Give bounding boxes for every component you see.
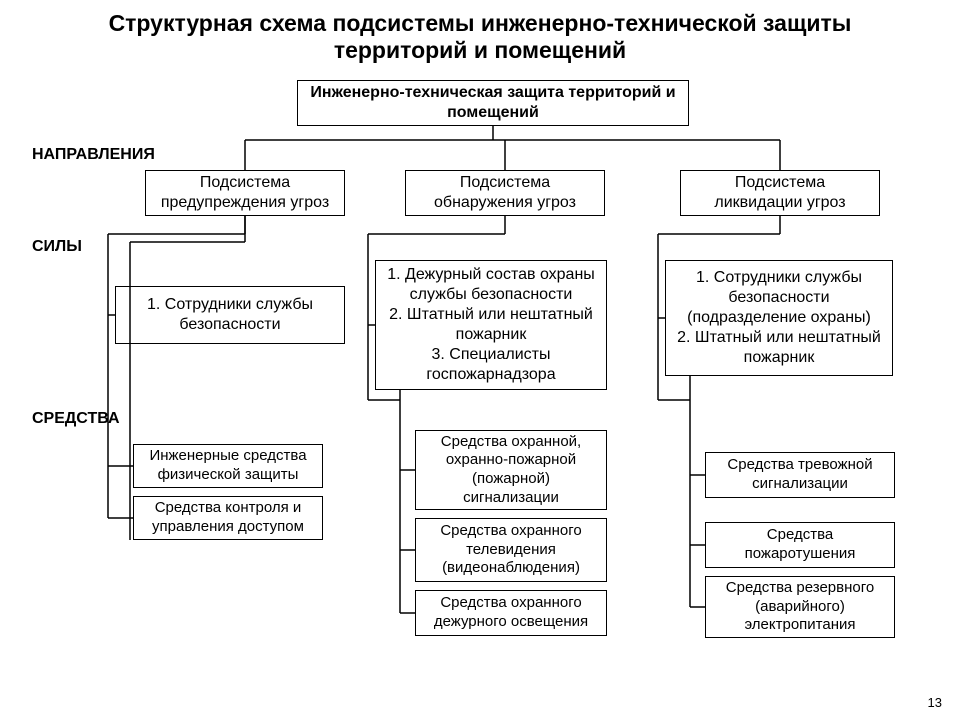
means-center-1-text: Средства охранного телевидения (видеонаб… bbox=[424, 522, 598, 578]
means-center-1: Средства охранного телевидения (видеонаб… bbox=[415, 518, 607, 582]
label-directions: НАПРАВЛЕНИЯ bbox=[32, 146, 155, 164]
means-right-2: Средства резервного (аварийного) электро… bbox=[705, 576, 895, 638]
means-right-0-text: Средства тревожной сигнализации bbox=[714, 456, 886, 494]
subsystem-right-text: Подсистема ликвидации угроз bbox=[689, 173, 871, 213]
means-left-0: Инженерные средства физической защиты bbox=[133, 444, 323, 488]
page-title-line2: территорий и помещений bbox=[0, 37, 960, 64]
label-means: СРЕДСТВА bbox=[32, 410, 120, 428]
means-right-1: Средства пожаротушения bbox=[705, 522, 895, 568]
forces-right-text: 1. Сотрудники службы безопасности (подра… bbox=[674, 268, 884, 368]
means-center-0: Средства охранной, охранно-пожарной (пож… bbox=[415, 430, 607, 510]
forces-right: 1. Сотрудники службы безопасности (подра… bbox=[665, 260, 893, 376]
means-left-1: Средства контроля и управления доступом bbox=[133, 496, 323, 540]
subsystem-center-text: Подсистема обнаружения угроз bbox=[414, 173, 596, 213]
means-right-2-text: Средства резервного (аварийного) электро… bbox=[714, 579, 886, 635]
forces-center: 1. Дежурный состав охраны службы безопас… bbox=[375, 260, 607, 390]
label-forces: СИЛЫ bbox=[32, 238, 82, 256]
forces-center-text: 1. Дежурный состав охраны службы безопас… bbox=[384, 265, 598, 385]
means-left-1-text: Средства контроля и управления доступом bbox=[142, 499, 314, 537]
means-center-2-text: Средства охранного дежурного освещения bbox=[424, 594, 598, 632]
forces-left-text: 1. Сотрудники службы безопасности bbox=[124, 295, 336, 335]
means-center-0-text: Средства охранной, охранно-пожарной (пож… bbox=[424, 433, 598, 508]
root-box: Инженерно-техническая защита территорий … bbox=[297, 80, 689, 126]
means-center-2: Средства охранного дежурного освещения bbox=[415, 590, 607, 636]
subsystem-right: Подсистема ликвидации угроз bbox=[680, 170, 880, 216]
means-right-1-text: Средства пожаротушения bbox=[714, 526, 886, 564]
root-text: Инженерно-техническая защита территорий … bbox=[306, 83, 680, 123]
means-right-0: Средства тревожной сигнализации bbox=[705, 452, 895, 498]
forces-left: 1. Сотрудники службы безопасности bbox=[115, 286, 345, 344]
subsystem-left: Подсистема предупреждения угроз bbox=[145, 170, 345, 216]
page-title-line1: Структурная схема подсистемы инженерно-т… bbox=[0, 10, 960, 37]
page-number: 13 bbox=[928, 695, 942, 710]
subsystem-center: Подсистема обнаружения угроз bbox=[405, 170, 605, 216]
means-left-0-text: Инженерные средства физической защиты bbox=[142, 447, 314, 485]
subsystem-left-text: Подсистема предупреждения угроз bbox=[154, 173, 336, 213]
